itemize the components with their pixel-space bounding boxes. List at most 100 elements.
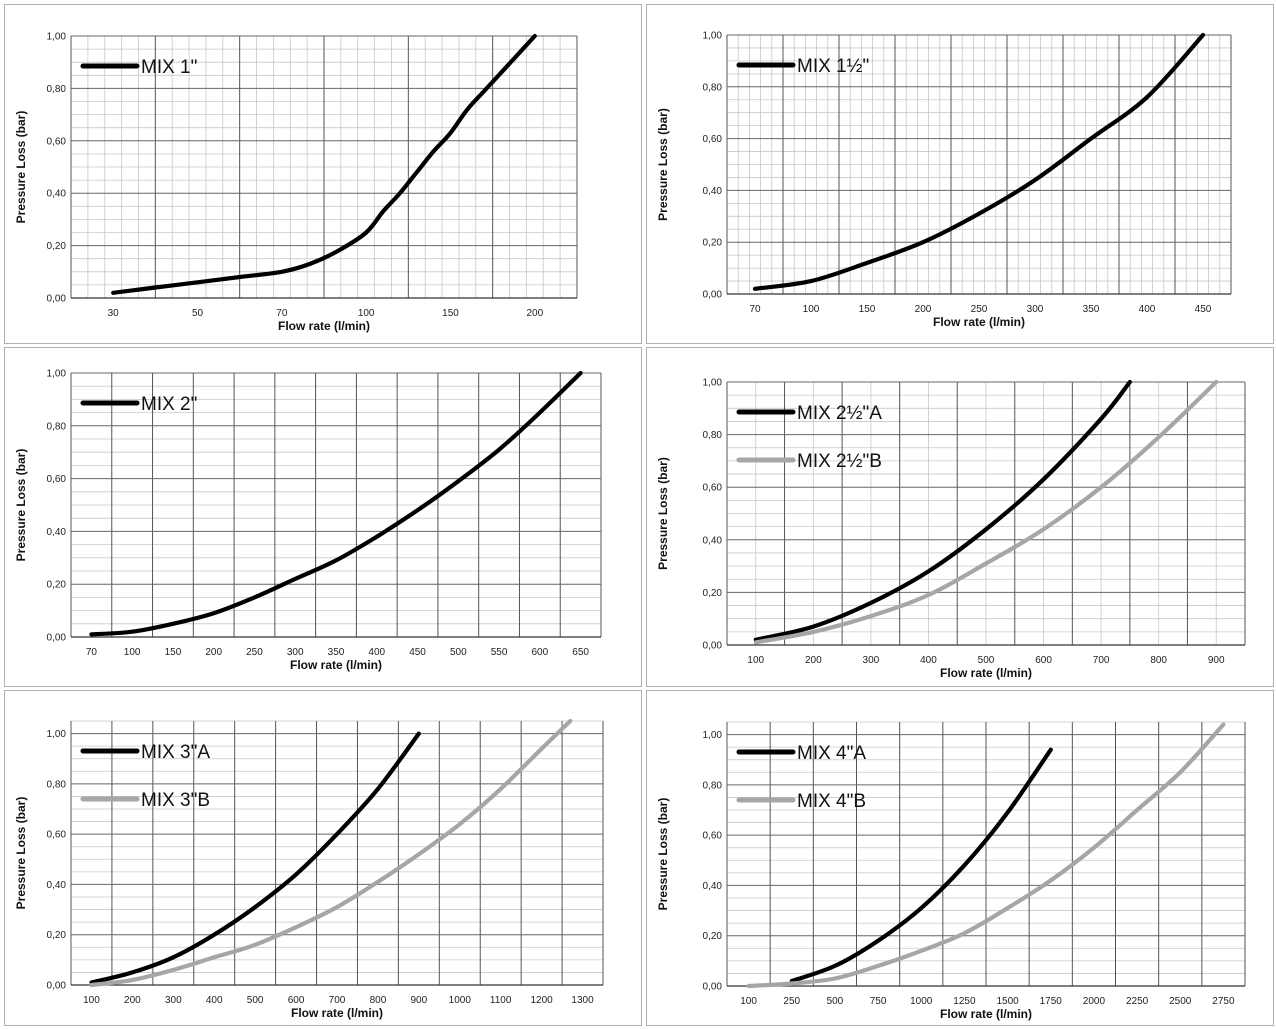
x-tick-label: 250 — [971, 304, 988, 315]
y-tick-label: 0,60 — [703, 483, 723, 494]
x-tick-label: 2750 — [1212, 996, 1235, 1007]
y-tick-label: 0,20 — [703, 588, 723, 599]
chart-mix-2: 0,00 0,20 0,40 0,60 0,80 1,00 70 100 150 200 250 30… — [14, 369, 602, 672]
y-axis-label: Pressure Loss (bar) — [656, 457, 670, 570]
y-tick-label: 0,00 — [703, 290, 723, 301]
x-tick-label: 300 — [165, 995, 182, 1006]
y-axis-label: Pressure Loss (bar) — [656, 798, 670, 911]
x-tick-label: 700 — [1093, 655, 1110, 666]
x-tick-label: 100 — [358, 308, 375, 319]
x-tick-label: 200 — [805, 655, 822, 666]
x-tick-label: 1500 — [996, 996, 1019, 1007]
x-tick-label: 500 — [247, 995, 264, 1006]
x-tick-label: 30 — [108, 308, 120, 319]
x-tick-label: 1200 — [530, 995, 553, 1006]
chart-panel-mix-4: 0,00 0,20 0,40 0,60 0,80 1,00 100 250 500 750 1000… — [646, 690, 1274, 1026]
y-tick-label: 1,00 — [703, 31, 723, 42]
x-tick-label: 800 — [370, 995, 387, 1006]
legend: MIX 2½"A MIX 2½"B — [736, 403, 882, 472]
x-tick-label: 550 — [491, 647, 508, 658]
x-axis-label: Flow rate (l/min) — [291, 1006, 383, 1020]
legend-label: MIX 3"A — [141, 742, 210, 763]
x-tick-label: 500 — [978, 655, 995, 666]
x-tick-label: 800 — [1150, 655, 1167, 666]
chart-mix-4: 0,00 0,20 0,40 0,60 0,80 1,00 100 250 500 750 1000… — [656, 721, 1246, 1021]
y-tick-label: 0,60 — [47, 136, 67, 147]
y-tick-label: 0,40 — [47, 189, 67, 200]
series-line-2 — [746, 722, 1226, 989]
gridlines — [70, 720, 604, 986]
x-tick-label: 200 — [526, 308, 543, 319]
x-tick-label: 600 — [1035, 655, 1052, 666]
legend: MIX 1" — [80, 57, 197, 78]
y-tick-label: 1,00 — [703, 378, 723, 389]
y-axis-label: Pressure Loss (bar) — [656, 108, 670, 221]
chart-panel-mix-1-half: 0,00 0,20 0,40 0,60 0,80 1,00 70 100 150 200 250 30… — [646, 4, 1274, 344]
x-tick-label: 2000 — [1083, 996, 1106, 1007]
x-axis-label: Flow rate (l/min) — [290, 658, 382, 672]
y-tick-label: 0,40 — [47, 880, 67, 891]
x-tick-label: 70 — [276, 308, 288, 319]
x-tick-label: 150 — [859, 304, 876, 315]
y-tick-label: 0,00 — [47, 633, 67, 644]
x-tick-label: 450 — [1195, 304, 1212, 315]
x-tick-label: 200 — [915, 304, 932, 315]
x-tick-label: 450 — [409, 647, 426, 658]
y-tick-label: 0,80 — [703, 780, 723, 791]
legend: MIX 4"A MIX 4"B — [736, 743, 866, 812]
x-tick-label: 900 — [1208, 655, 1225, 666]
legend-label: MIX 4"B — [797, 791, 866, 812]
x-axis-label: Flow rate (l/min) — [940, 666, 1032, 680]
legend-label: MIX 3"B — [141, 790, 210, 811]
legend-label: MIX 4"A — [797, 743, 866, 764]
x-tick-label: 1750 — [1040, 996, 1063, 1007]
y-axis-label: Pressure Loss (bar) — [14, 449, 28, 562]
x-tick-label: 200 — [205, 647, 222, 658]
gridlines — [70, 372, 602, 638]
x-tick-label: 700 — [329, 995, 346, 1006]
x-tick-label: 300 — [287, 647, 304, 658]
x-tick-label: 350 — [1083, 304, 1100, 315]
y-tick-label: 0,40 — [47, 527, 67, 538]
y-tick-label: 0,60 — [703, 831, 723, 842]
x-tick-label: 600 — [532, 647, 549, 658]
x-tick-label: 500 — [827, 996, 844, 1007]
x-tick-label: 70 — [86, 647, 98, 658]
series-line-1 — [789, 747, 1053, 984]
y-tick-label: 0,00 — [703, 982, 723, 993]
y-tick-label: 0,80 — [47, 421, 67, 432]
chart-mix-1-half: 0,00 0,20 0,40 0,60 0,80 1,00 70 100 150 200 250 30… — [656, 31, 1232, 329]
x-tick-label: 250 — [783, 996, 800, 1007]
legend-label: MIX 2½"B — [797, 451, 882, 472]
series-line-1 — [752, 32, 1206, 291]
x-tick-label: 150 — [442, 308, 459, 319]
y-tick-label: 0,20 — [47, 241, 67, 252]
x-tick-label: 200 — [124, 995, 141, 1006]
x-tick-label: 70 — [749, 304, 761, 315]
y-tick-label: 0,00 — [703, 641, 723, 652]
series-line-1 — [753, 379, 1132, 642]
x-tick-label: 400 — [1139, 304, 1156, 315]
x-tick-label: 1100 — [490, 995, 512, 1006]
x-tick-label: 50 — [192, 308, 204, 319]
y-tick-label: 1,00 — [47, 32, 67, 43]
x-tick-label: 400 — [920, 655, 937, 666]
y-tick-label: 0,60 — [47, 830, 67, 841]
series-line-2 — [753, 379, 1219, 645]
chart-panel-mix-1: 0,00 0,20 0,40 0,60 0,80 1,00 30 50 70 100 150 200 F… — [4, 4, 642, 344]
legend-label: MIX 2" — [141, 394, 197, 415]
x-axis-label: Flow rate (l/min) — [933, 315, 1025, 329]
y-axis-label: Pressure Loss (bar) — [14, 797, 28, 910]
x-tick-label: 300 — [863, 655, 880, 666]
series-line-1 — [89, 370, 583, 637]
y-tick-label: 0,60 — [47, 474, 67, 485]
x-tick-label: 250 — [246, 647, 263, 658]
x-tick-label: 1000 — [910, 996, 933, 1007]
x-tick-label: 400 — [368, 647, 385, 658]
x-axis-label: Flow rate (l/min) — [278, 319, 370, 333]
x-tick-label: 2250 — [1126, 996, 1149, 1007]
gridlines — [726, 381, 1246, 646]
series-line-1 — [89, 731, 421, 985]
legend-label: MIX 1" — [141, 57, 197, 78]
